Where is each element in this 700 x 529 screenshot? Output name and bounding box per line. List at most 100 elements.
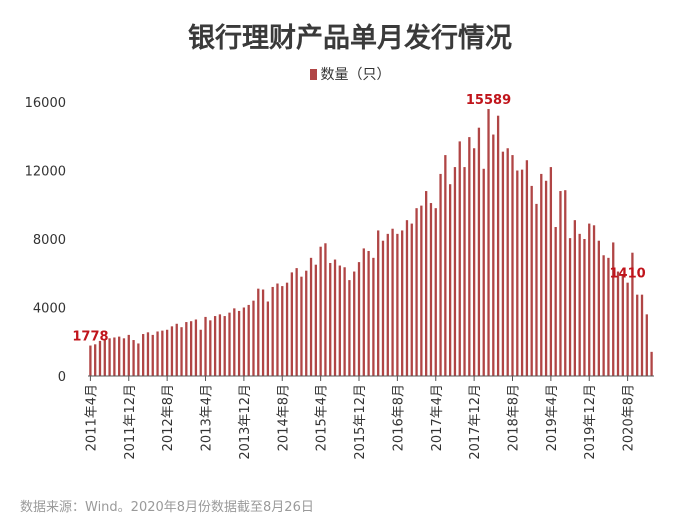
bar	[597, 240, 600, 376]
bar	[151, 334, 154, 376]
bar	[386, 233, 389, 376]
bar	[496, 115, 500, 376]
bar	[487, 109, 490, 376]
bar	[142, 334, 145, 376]
bar	[578, 233, 581, 376]
bar	[429, 203, 433, 376]
bar	[511, 155, 514, 376]
bar	[554, 227, 557, 376]
bar	[127, 334, 130, 376]
data-label: 1410	[610, 267, 646, 282]
bar	[319, 246, 322, 376]
bar	[626, 282, 629, 376]
bar	[300, 276, 303, 376]
bar	[118, 336, 121, 376]
bar	[530, 185, 533, 376]
bar	[501, 151, 505, 376]
x-tick-label: 2013年4月	[200, 384, 215, 451]
bar	[309, 257, 313, 376]
x-tick-label: 2020年8月	[622, 384, 637, 451]
bar	[482, 168, 485, 376]
bar	[568, 238, 572, 376]
bar	[391, 228, 394, 376]
bar	[223, 316, 226, 376]
bar	[420, 205, 423, 376]
bar	[357, 262, 361, 376]
bar	[463, 167, 466, 376]
bar	[415, 208, 418, 376]
bar	[583, 239, 586, 376]
bar	[559, 191, 562, 376]
y-tick-label: 12000	[25, 165, 66, 180]
bar	[266, 301, 270, 376]
bar	[405, 220, 409, 376]
bar	[535, 203, 538, 376]
x-tick-label: 2015年12月	[353, 384, 368, 460]
x-tick-label: 2018年8月	[507, 384, 522, 451]
x-tick-label: 2016年8月	[391, 384, 406, 451]
legend: 数量（只）	[0, 64, 700, 84]
bar	[209, 320, 212, 376]
bar	[89, 345, 92, 376]
bar	[161, 330, 164, 376]
bar	[506, 148, 509, 376]
bar	[194, 319, 198, 376]
bar	[165, 329, 169, 376]
x-tick-label: 2019年4月	[545, 384, 560, 451]
bar	[122, 338, 126, 376]
bar	[448, 184, 452, 376]
bar	[353, 271, 356, 376]
bar	[290, 272, 293, 376]
bar	[439, 173, 442, 376]
bar	[472, 148, 476, 376]
bar	[616, 271, 620, 376]
bar	[377, 230, 380, 376]
y-tick-label: 16000	[25, 96, 66, 111]
bar	[113, 337, 116, 376]
bar	[276, 283, 279, 376]
bar	[175, 323, 178, 376]
bar	[295, 268, 298, 376]
bar	[185, 322, 188, 376]
x-tick-label: 2012年8月	[161, 384, 176, 451]
bar	[343, 267, 346, 376]
bar	[645, 314, 648, 376]
bar	[329, 262, 332, 376]
bar	[477, 127, 481, 376]
bar	[199, 329, 202, 376]
source-note: 数据来源：Wind。2020年8月份数据截至8月26日	[20, 500, 314, 515]
bar	[458, 141, 461, 376]
legend-label: 数量（只）	[320, 67, 391, 83]
bar	[540, 173, 543, 376]
y-tick-label: 4000	[33, 302, 66, 317]
bar	[285, 282, 289, 376]
bar	[425, 191, 428, 376]
bar	[132, 340, 135, 376]
bar	[94, 344, 97, 376]
bar	[362, 248, 365, 376]
bar	[261, 289, 265, 376]
bar	[520, 169, 524, 376]
bar	[621, 274, 624, 376]
x-tick-label: 2017年4月	[430, 384, 445, 451]
bar	[516, 170, 519, 376]
bar	[170, 326, 174, 376]
bar	[410, 223, 413, 376]
bar	[396, 233, 399, 376]
bar	[453, 167, 457, 376]
bar	[108, 338, 111, 376]
bar	[444, 155, 447, 376]
bar	[314, 264, 317, 376]
x-tick-label: 2011年12月	[123, 384, 138, 460]
bar	[650, 351, 653, 376]
bar	[607, 257, 610, 376]
bar	[372, 257, 375, 376]
bar	[333, 259, 337, 376]
bar	[468, 137, 471, 376]
bar	[564, 190, 567, 376]
x-tick-label: 2015年4月	[315, 384, 330, 451]
bar	[631, 252, 634, 376]
bar	[612, 242, 615, 376]
bar	[381, 240, 385, 376]
bar	[189, 321, 193, 376]
